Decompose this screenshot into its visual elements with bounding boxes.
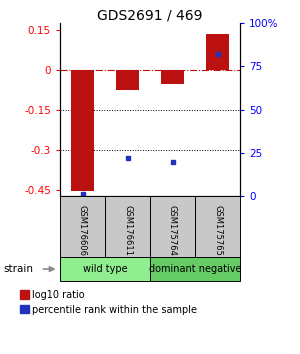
Bar <box>161 70 184 84</box>
Legend: log10 ratio, percentile rank within the sample: log10 ratio, percentile rank within the … <box>20 290 197 315</box>
Text: strain: strain <box>3 264 33 274</box>
Bar <box>206 34 229 70</box>
Bar <box>150 196 195 257</box>
Bar <box>105 196 150 257</box>
Text: GSM176611: GSM176611 <box>123 205 132 256</box>
Text: GSM175765: GSM175765 <box>213 205 222 256</box>
Bar <box>60 196 105 257</box>
Text: GSM175764: GSM175764 <box>168 205 177 256</box>
Bar <box>150 257 240 281</box>
Bar <box>60 257 150 281</box>
Bar <box>71 70 94 191</box>
Text: GSM176606: GSM176606 <box>78 205 87 257</box>
Text: dominant negative: dominant negative <box>149 264 241 274</box>
Bar <box>116 70 139 90</box>
Bar <box>195 196 240 257</box>
Text: wild type: wild type <box>83 264 127 274</box>
Text: GDS2691 / 469: GDS2691 / 469 <box>97 9 203 23</box>
